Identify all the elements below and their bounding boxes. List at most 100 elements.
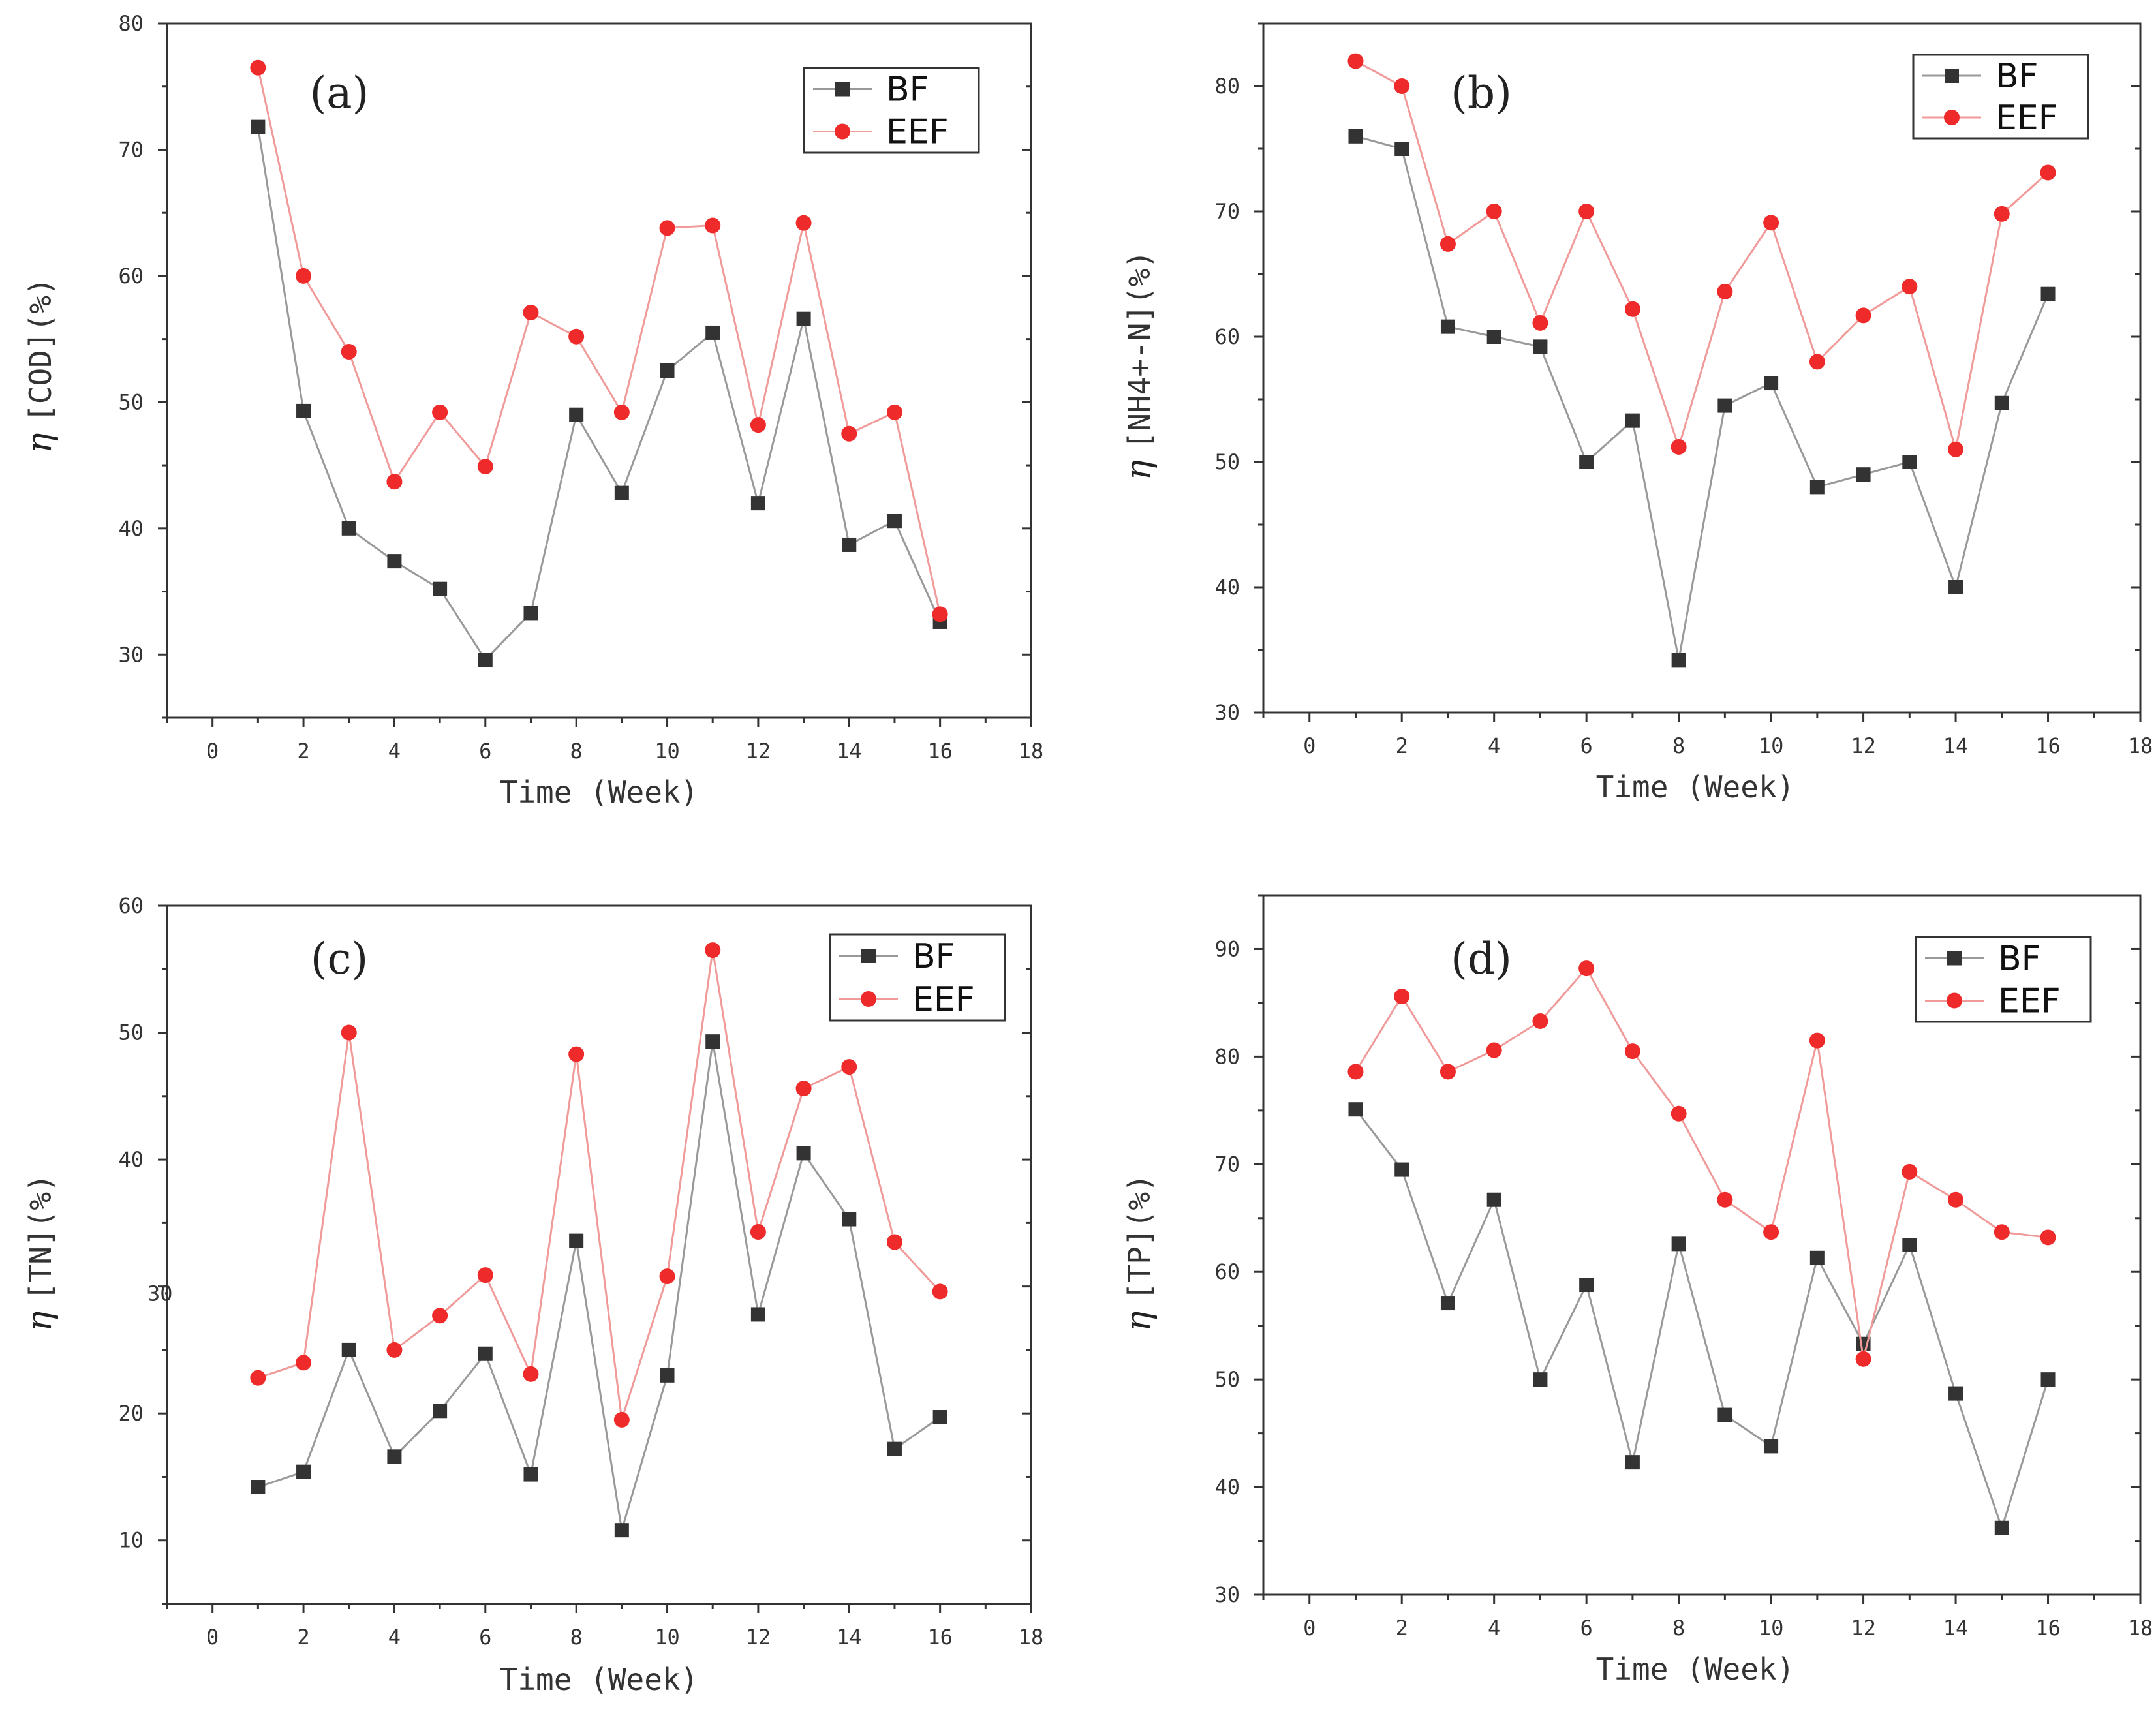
data-point-eef xyxy=(1994,1224,2010,1240)
y-axis-symbol: η xyxy=(1119,449,1158,480)
legend-box xyxy=(803,67,980,154)
legend-marker-bf xyxy=(1947,951,1962,966)
data-point-eef xyxy=(705,217,721,234)
data-point-eef xyxy=(250,59,266,76)
panel-label: (c) xyxy=(311,934,368,984)
data-point-eef xyxy=(1948,1191,1964,1208)
legend-label-eef: EEF xyxy=(886,113,949,152)
legend-box xyxy=(829,933,1006,1022)
y-axis-label: [TN](%) xyxy=(23,1174,58,1300)
x-tick-label: 8 xyxy=(570,739,583,763)
legend: BF EEF xyxy=(829,933,1006,1022)
series-line-bf xyxy=(1355,135,2049,660)
data-point-bf xyxy=(1533,339,1548,354)
data-point-eef xyxy=(1763,1224,1779,1240)
data-point-bf xyxy=(1856,467,1871,482)
data-point-bf xyxy=(296,1464,311,1479)
y-tick-label: 20 xyxy=(118,1401,144,1426)
y-axis-title-text: η [NH4+-N](%) xyxy=(1119,251,1158,480)
x-tick-label: 0 xyxy=(1303,1616,1316,1640)
legend-marker-eef xyxy=(1947,992,1962,1009)
data-point-bf xyxy=(1717,398,1732,413)
data-point-eef xyxy=(841,425,857,442)
data-point-eef xyxy=(568,328,585,345)
y-axis-title-text: η [COD](%) xyxy=(20,277,59,453)
x-tick-label: 4 xyxy=(388,1625,401,1650)
x-tick-label: 10 xyxy=(654,1625,680,1650)
data-point-eef xyxy=(750,1223,766,1240)
data-point-eef xyxy=(1440,236,1456,252)
data-point-bf xyxy=(660,1368,675,1383)
y-axis-title: η [NH4+-N](%) xyxy=(1119,251,1158,480)
x-tick-label: 6 xyxy=(1580,733,1593,758)
y-axis-title-text: η [TN](%) xyxy=(20,1174,59,1332)
series-eef xyxy=(250,942,948,1428)
y-axis-label: [NH4+-N](%) xyxy=(1122,251,1157,450)
series-line-eef xyxy=(256,67,942,615)
x-tick-label: 8 xyxy=(1672,1616,1685,1640)
x-tick-label: 14 xyxy=(837,739,862,763)
data-point-eef xyxy=(1532,1013,1548,1029)
data-point-eef xyxy=(1855,307,1871,324)
legend-marker-eef xyxy=(835,123,850,140)
data-point-bf xyxy=(1717,1407,1732,1422)
x-tick-label: 18 xyxy=(1019,1625,1044,1650)
data-point-eef xyxy=(659,1268,675,1285)
data-point-bf xyxy=(796,1146,811,1161)
legend-label-bf: BF xyxy=(886,70,929,110)
data-point-eef xyxy=(1717,1191,1733,1208)
data-point-eef xyxy=(932,606,948,622)
y-tick-label: 50 xyxy=(118,1021,144,1045)
data-point-eef xyxy=(432,404,448,420)
y-tick-label: 80 xyxy=(1214,74,1240,99)
x-tick-label: 6 xyxy=(1580,1616,1593,1640)
y-tick-label: 60 xyxy=(1214,324,1240,349)
x-tick-label: 2 xyxy=(1396,1616,1408,1640)
data-point-bf xyxy=(523,606,538,621)
x-tick-label: 6 xyxy=(479,1625,491,1650)
data-point-bf xyxy=(750,496,765,511)
data-point-eef xyxy=(1394,989,1410,1005)
data-point-bf xyxy=(1579,455,1594,469)
data-point-eef xyxy=(1532,315,1548,331)
series-bf xyxy=(251,1034,947,1538)
data-point-bf xyxy=(1625,413,1640,428)
legend-label-eef: EEF xyxy=(912,980,975,1019)
x-tick-label: 6 xyxy=(479,739,491,763)
legend-label-eef: EEF xyxy=(1998,982,2061,1021)
series-eef xyxy=(250,59,948,622)
data-point-bf xyxy=(932,1410,947,1425)
data-point-bf xyxy=(433,581,448,596)
data-point-bf xyxy=(660,363,675,378)
data-point-eef xyxy=(1486,204,1502,219)
y-axis-title: η [COD](%) xyxy=(20,277,59,453)
x-tick-label: 12 xyxy=(1851,1616,1876,1640)
data-point-eef xyxy=(250,1370,266,1386)
chart-panel-a: 0 2 4 6 8 10 12 14 16 18 30 40 50 60 70 80 Time (Week) η … xyxy=(20,11,1043,810)
data-point-bf xyxy=(1764,376,1779,391)
data-point-bf xyxy=(2041,286,2056,301)
data-point-bf xyxy=(387,554,402,569)
y-axis-label: [TP](%) xyxy=(1122,1174,1157,1300)
x-tick-label: 10 xyxy=(1759,733,1784,758)
data-point-bf xyxy=(1579,1278,1594,1293)
data-point-bf xyxy=(1671,653,1686,668)
x-tick-label: 12 xyxy=(746,739,771,763)
data-point-eef xyxy=(1855,1351,1871,1367)
panel-label: (b) xyxy=(1451,68,1512,118)
data-point-eef xyxy=(2040,1229,2056,1246)
data-point-eef xyxy=(341,343,357,360)
data-point-bf xyxy=(705,325,720,340)
legend-marker-bf xyxy=(835,82,850,97)
x-tick-label: 12 xyxy=(1851,733,1876,758)
y-tick-label: 50 xyxy=(1214,450,1240,474)
series-line-bf xyxy=(1355,1109,2049,1531)
data-point-eef xyxy=(613,404,630,420)
data-point-bf xyxy=(1810,1250,1825,1265)
data-point-bf xyxy=(842,537,857,552)
data-point-eef xyxy=(1948,441,1964,457)
data-point-bf xyxy=(1348,129,1363,144)
plot-frame xyxy=(1262,22,2142,714)
y-tick-label: 30 xyxy=(118,642,144,667)
